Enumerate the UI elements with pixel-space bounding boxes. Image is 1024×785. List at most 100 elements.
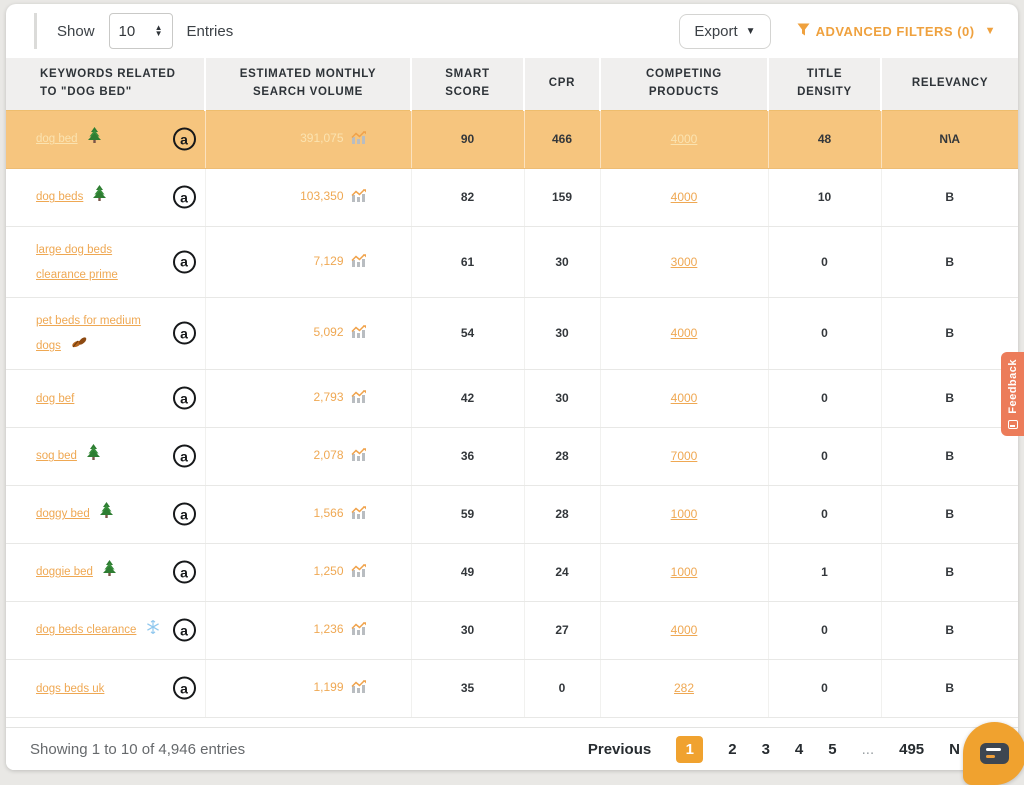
- export-label: Export: [694, 23, 737, 40]
- search-volume-value: 1,199: [313, 680, 343, 694]
- keyword-cell: dog bef a: [6, 369, 205, 427]
- keyword-link[interactable]: pet beds for medium dogs: [36, 315, 141, 352]
- page-size-value: 10: [119, 23, 136, 40]
- pagination: Previous 12345 ... 495 N: [588, 736, 960, 763]
- amazon-a-icon[interactable]: a: [173, 445, 196, 468]
- search-volume-value: 5,092: [313, 325, 343, 339]
- feedback-label: Feedback: [1007, 359, 1019, 414]
- table-row: dog bed a 391,075 90 466 4000 48 N\A: [6, 110, 1018, 168]
- title-density-cell: 0: [768, 369, 881, 427]
- column-header[interactable]: RELEVANCY: [881, 58, 1018, 110]
- keyword-link[interactable]: large dog beds clearance prime: [36, 244, 118, 281]
- cpr-value: 28: [555, 449, 568, 463]
- keyword-link[interactable]: doggie bed: [36, 566, 93, 578]
- amazon-a-icon[interactable]: a: [173, 561, 196, 584]
- title-density-cell: 0: [768, 601, 881, 659]
- competing-products-link[interactable]: 3000: [671, 255, 698, 269]
- competing-products-cell: 4000: [600, 601, 768, 659]
- keyword-link[interactable]: dogs beds uk: [36, 683, 104, 695]
- competing-products-link[interactable]: 1000: [671, 565, 698, 579]
- competing-products-link[interactable]: 4000: [671, 391, 698, 405]
- trend-chart-icon[interactable]: [351, 189, 367, 205]
- column-header[interactable]: KEYWORDS RELATED TO "DOG BED": [6, 58, 205, 110]
- trend-chart-icon[interactable]: [351, 254, 367, 270]
- smart-score-cell: 90: [411, 110, 524, 168]
- trend-chart-icon[interactable]: [351, 390, 367, 406]
- competing-products-link[interactable]: 4000: [671, 326, 698, 340]
- keyword-link[interactable]: doggy bed: [36, 508, 90, 520]
- amazon-a-icon[interactable]: a: [173, 322, 196, 345]
- competing-products-link[interactable]: 4000: [671, 623, 698, 637]
- page-number-button[interactable]: 1: [676, 736, 703, 763]
- competing-products-link[interactable]: 4000: [671, 190, 698, 204]
- amazon-a-icon[interactable]: a: [173, 503, 196, 526]
- trend-chart-icon[interactable]: [351, 448, 367, 464]
- last-page-button[interactable]: 495: [899, 741, 924, 758]
- column-header[interactable]: CPR: [524, 58, 600, 110]
- search-volume-value: 1,250: [313, 564, 343, 578]
- snowflake-icon: [146, 618, 160, 643]
- feedback-tab[interactable]: Feedback: [1001, 352, 1024, 436]
- competing-products-link[interactable]: 7000: [671, 449, 698, 463]
- competing-products-link[interactable]: 282: [674, 681, 694, 695]
- trend-chart-icon[interactable]: [351, 131, 367, 147]
- relevancy-cell: B: [881, 485, 1018, 543]
- relevancy-cell: B: [881, 601, 1018, 659]
- competing-products-cell: 1000: [600, 543, 768, 601]
- keyword-link[interactable]: dog bed: [36, 133, 78, 145]
- export-button[interactable]: Export ▼: [679, 14, 770, 49]
- page-size-select[interactable]: 10 ▲▼: [109, 13, 173, 49]
- trend-chart-icon[interactable]: [351, 622, 367, 638]
- page-number-button[interactable]: 4: [795, 741, 803, 758]
- smart-score-value: 35: [461, 681, 474, 695]
- show-label: Show: [57, 23, 95, 40]
- trend-chart-icon[interactable]: [351, 564, 367, 580]
- search-volume-cell: 1,250: [205, 543, 411, 601]
- cpr-cell: 159: [524, 168, 600, 226]
- competing-products-link[interactable]: 4000: [671, 132, 698, 146]
- title-density-cell: 0: [768, 427, 881, 485]
- keyword-cell: dog bed a: [6, 110, 205, 168]
- competing-products-cell: 1000: [600, 485, 768, 543]
- search-volume-cell: 1,236: [205, 601, 411, 659]
- amazon-a-icon[interactable]: a: [173, 677, 196, 700]
- smart-score-value: 59: [461, 507, 474, 521]
- advanced-filters-button[interactable]: ADVANCED FILTERS (0) ▼: [797, 23, 996, 39]
- amazon-a-icon[interactable]: a: [173, 128, 196, 151]
- column-header[interactable]: ESTIMATED MONTHLY SEARCH VOLUME: [205, 58, 411, 110]
- trend-chart-icon[interactable]: [351, 506, 367, 522]
- spinner-icon: ▲▼: [155, 25, 163, 37]
- keyword-link[interactable]: dog beds clearance: [36, 624, 136, 636]
- smart-score-value: 42: [461, 391, 474, 405]
- previous-page-button[interactable]: Previous: [588, 741, 651, 758]
- keyword-link[interactable]: dog bef: [36, 393, 74, 405]
- page-number-button[interactable]: 2: [728, 741, 736, 758]
- amazon-a-icon[interactable]: a: [173, 387, 196, 410]
- chat-launcher-button[interactable]: [963, 722, 1024, 785]
- smart-score-cell: 30: [411, 601, 524, 659]
- page-number-button[interactable]: 3: [762, 741, 770, 758]
- smart-score-value: 61: [461, 255, 474, 269]
- keyword-link[interactable]: dog beds: [36, 191, 83, 203]
- relevancy-cell: N\A: [881, 110, 1018, 168]
- table-row: pet beds for medium dogs a 5,092 54 30 4…: [6, 298, 1018, 370]
- smart-score-cell: 82: [411, 168, 524, 226]
- amazon-a-icon[interactable]: a: [173, 619, 196, 642]
- smart-score-value: 90: [461, 132, 474, 146]
- relevancy-value: B: [945, 326, 954, 340]
- relevancy-cell: B: [881, 427, 1018, 485]
- amazon-a-icon[interactable]: a: [173, 250, 196, 273]
- relevancy-cell: B: [881, 659, 1018, 717]
- cpr-value: 466: [552, 132, 572, 146]
- page-number-button[interactable]: 5: [828, 741, 836, 758]
- column-header[interactable]: TITLE DENSITY: [768, 58, 881, 110]
- column-header[interactable]: COMPETING PRODUCTS: [600, 58, 768, 110]
- column-header[interactable]: SMART SCORE: [411, 58, 524, 110]
- competing-products-link[interactable]: 1000: [671, 507, 698, 521]
- keyword-cell: dog beds clearance a: [6, 601, 205, 659]
- next-page-button[interactable]: N: [949, 741, 960, 758]
- keyword-link[interactable]: sog bed: [36, 450, 77, 462]
- trend-chart-icon[interactable]: [351, 325, 367, 341]
- amazon-a-icon[interactable]: a: [173, 186, 196, 209]
- trend-chart-icon[interactable]: [351, 680, 367, 696]
